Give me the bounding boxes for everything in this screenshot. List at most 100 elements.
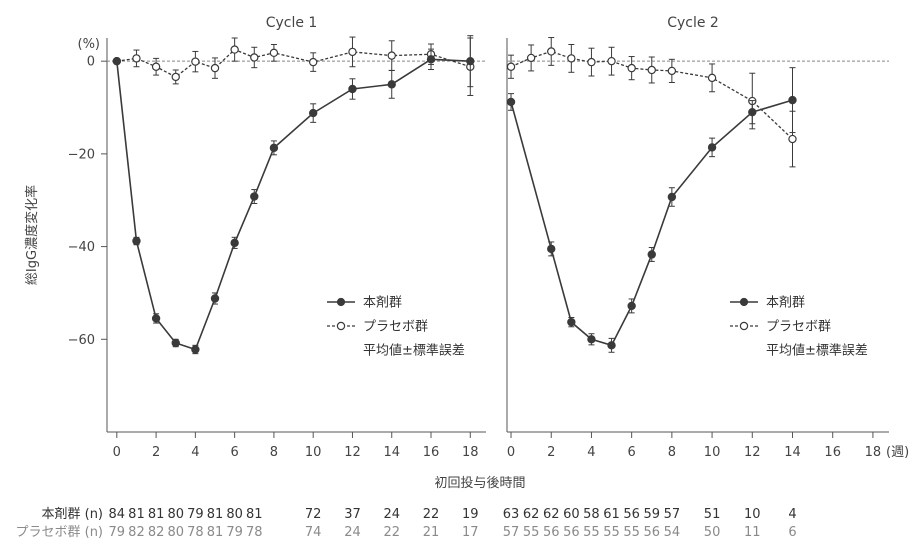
active-point	[308, 108, 318, 118]
at-risk-value: 59	[643, 507, 660, 522]
at-risk-value: 55	[603, 525, 620, 540]
placebo-point	[151, 62, 161, 71]
legend-note: 平均値±標準誤差	[766, 343, 868, 359]
y-tick-label: −20	[68, 147, 95, 162]
at-risk-value: 10	[744, 507, 761, 522]
x-tick-label: 18	[865, 445, 882, 460]
active-point	[132, 236, 141, 246]
panel-title: Cycle 1	[266, 15, 318, 31]
placebo-point	[191, 57, 200, 66]
legend-placebo-label: プラセボ群	[766, 320, 831, 335]
placebo-point	[667, 66, 677, 76]
at-risk-value: 54	[664, 525, 681, 540]
active-point	[230, 238, 239, 248]
x-tick-label: 4	[587, 445, 595, 460]
active-point	[567, 317, 576, 327]
x-tick-label: 6	[628, 445, 636, 460]
active-point	[426, 55, 436, 64]
x-axis-unit: (週)	[886, 445, 909, 460]
at-risk-value: 56	[623, 507, 640, 522]
y-axis-unit: (%)	[78, 37, 101, 52]
at-risk-value: 60	[563, 507, 580, 522]
at-risk-value: 74	[305, 525, 322, 540]
x-tick-label: 6	[231, 445, 239, 460]
placebo-point	[567, 54, 576, 63]
at-risk-value: 57	[664, 507, 681, 522]
x-tick-label: 10	[305, 445, 322, 460]
placebo-point	[348, 47, 357, 57]
legend-placebo-marker	[336, 321, 346, 331]
placebo-point	[308, 57, 318, 67]
at-risk-value: 62	[543, 507, 560, 522]
placebo-point	[627, 63, 636, 73]
at-risk-value: 51	[704, 507, 721, 522]
at-risk-value: 22	[423, 507, 440, 522]
x-tick-label: 16	[423, 445, 440, 460]
placebo-point	[250, 53, 259, 62]
at-risk-value: 4	[788, 507, 796, 522]
at-risk-value: 81	[246, 507, 263, 522]
active-point	[587, 335, 596, 344]
x-tick-label: 16	[824, 445, 841, 460]
at-risk-value: 78	[187, 525, 204, 540]
placebo-point	[788, 134, 797, 144]
at-risk-value: 79	[226, 525, 243, 540]
x-axis-label: 初回投与後時間	[434, 475, 525, 491]
placebo-series-line	[116, 48, 471, 78]
active-point	[112, 56, 122, 66]
placebo-point	[526, 53, 536, 63]
at-risk-value: 58	[583, 507, 600, 522]
placebo-point	[707, 73, 717, 83]
at-risk-value: 55	[523, 525, 540, 540]
at-risk-value: 78	[246, 525, 263, 540]
x-tick-label: 2	[547, 445, 555, 460]
at-risk-value: 80	[226, 507, 243, 522]
active-point	[547, 244, 556, 254]
x-tick-label: 14	[784, 445, 801, 460]
active-point	[667, 192, 677, 202]
at-risk-value: 17	[462, 525, 479, 540]
at-risk-row-label: プラセボ群 (n)	[15, 525, 103, 540]
at-risk-value: 22	[383, 525, 400, 540]
active-point	[191, 345, 200, 354]
placebo-point	[547, 47, 556, 56]
at-risk-value: 84	[109, 507, 126, 522]
x-tick-label: 12	[744, 445, 761, 460]
at-risk-value: 82	[148, 525, 165, 540]
at-risk-value: 37	[344, 507, 361, 522]
y-axis-label: 総IgG濃度変化率	[24, 185, 40, 285]
active-point	[269, 143, 279, 153]
placebo-point	[587, 57, 596, 67]
at-risk-value: 55	[623, 525, 640, 540]
x-tick-label: 4	[191, 445, 199, 460]
x-tick-label: 14	[383, 445, 400, 460]
at-risk-value: 56	[643, 525, 660, 540]
at-risk-value: 11	[744, 525, 761, 540]
at-risk-value: 80	[167, 525, 184, 540]
active-point	[466, 56, 475, 66]
at-risk-value: 81	[148, 507, 165, 522]
at-risk-value: 81	[207, 507, 224, 522]
placebo-point	[210, 63, 220, 73]
y-tick-label: −40	[68, 240, 95, 255]
active-point	[171, 338, 180, 348]
at-risk-value: 72	[305, 507, 322, 522]
active-point	[627, 301, 636, 311]
legend-active-marker	[739, 297, 749, 307]
at-risk-value: 57	[503, 525, 520, 540]
legend-placebo-label: プラセボ群	[363, 320, 428, 335]
x-tick-label: 18	[462, 445, 479, 460]
active-series-line	[116, 58, 471, 351]
y-tick-label: −60	[68, 333, 95, 348]
panel-title: Cycle 2	[667, 15, 719, 31]
x-tick-label: 8	[668, 445, 676, 460]
y-tick-label: 0	[87, 55, 95, 70]
placebo-point	[506, 62, 516, 71]
active-point	[647, 250, 656, 259]
at-risk-row-label: 本剤群 (n)	[41, 506, 103, 522]
active-point	[387, 80, 396, 89]
at-risk-value: 79	[187, 507, 204, 522]
at-risk-value: 50	[704, 525, 721, 540]
placebo-point	[607, 56, 616, 66]
